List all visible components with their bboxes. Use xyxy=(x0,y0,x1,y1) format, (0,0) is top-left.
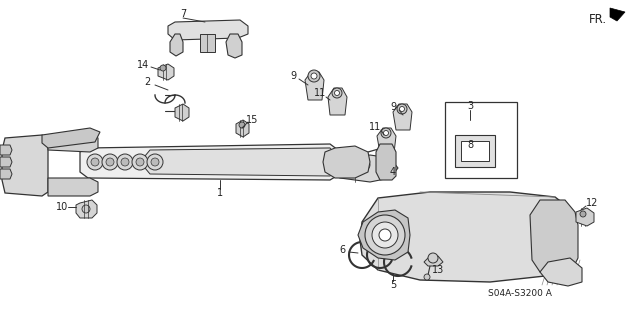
Text: 6: 6 xyxy=(339,245,345,255)
Polygon shape xyxy=(377,128,396,153)
Text: 5: 5 xyxy=(390,280,396,290)
Circle shape xyxy=(132,154,148,170)
Polygon shape xyxy=(42,128,100,148)
Polygon shape xyxy=(236,120,249,137)
Polygon shape xyxy=(305,72,324,100)
Circle shape xyxy=(379,229,391,241)
Polygon shape xyxy=(360,192,574,282)
Polygon shape xyxy=(145,148,335,176)
Text: 8: 8 xyxy=(467,140,473,150)
Bar xyxy=(445,102,517,178)
Polygon shape xyxy=(0,157,12,167)
Text: 11: 11 xyxy=(369,122,381,132)
Circle shape xyxy=(428,253,438,263)
Polygon shape xyxy=(48,132,98,152)
Circle shape xyxy=(151,158,159,166)
Polygon shape xyxy=(328,88,347,115)
Polygon shape xyxy=(326,155,398,182)
Polygon shape xyxy=(424,256,443,266)
Circle shape xyxy=(381,128,391,138)
Polygon shape xyxy=(76,200,97,218)
Polygon shape xyxy=(168,20,248,40)
Polygon shape xyxy=(226,34,242,58)
Circle shape xyxy=(308,70,320,82)
Text: 7: 7 xyxy=(180,9,186,19)
Text: S04A-S3200 A: S04A-S3200 A xyxy=(488,288,552,298)
Text: 15: 15 xyxy=(246,115,258,125)
Circle shape xyxy=(106,158,114,166)
Circle shape xyxy=(335,91,339,95)
Polygon shape xyxy=(158,64,174,80)
Polygon shape xyxy=(323,146,370,178)
Polygon shape xyxy=(0,145,12,155)
Polygon shape xyxy=(2,135,48,196)
Text: 14: 14 xyxy=(137,60,149,70)
Polygon shape xyxy=(48,178,98,196)
Circle shape xyxy=(360,160,370,170)
Text: 1: 1 xyxy=(217,188,223,198)
Text: 11: 11 xyxy=(314,88,326,98)
Bar xyxy=(461,141,489,161)
Polygon shape xyxy=(170,34,183,56)
Circle shape xyxy=(121,158,129,166)
Text: 2: 2 xyxy=(144,77,150,87)
Text: 3: 3 xyxy=(467,101,473,111)
Text: FR.: FR. xyxy=(589,13,607,26)
Circle shape xyxy=(397,104,407,114)
Polygon shape xyxy=(80,144,340,180)
Text: 12: 12 xyxy=(586,198,598,208)
Polygon shape xyxy=(200,34,215,52)
Polygon shape xyxy=(0,169,12,179)
Circle shape xyxy=(383,130,388,136)
Polygon shape xyxy=(376,144,396,180)
Circle shape xyxy=(117,154,133,170)
Circle shape xyxy=(239,122,245,128)
Circle shape xyxy=(311,73,317,79)
Circle shape xyxy=(147,154,163,170)
Circle shape xyxy=(136,158,144,166)
Circle shape xyxy=(102,154,118,170)
Circle shape xyxy=(160,65,166,71)
Polygon shape xyxy=(358,210,410,260)
Polygon shape xyxy=(175,104,189,121)
Circle shape xyxy=(399,107,404,112)
Circle shape xyxy=(424,274,430,280)
Text: 4: 4 xyxy=(390,167,396,177)
Circle shape xyxy=(87,154,103,170)
Circle shape xyxy=(332,88,342,98)
Circle shape xyxy=(372,222,398,248)
Circle shape xyxy=(82,205,90,213)
Text: 9: 9 xyxy=(290,71,296,81)
Polygon shape xyxy=(576,208,594,226)
Text: 9: 9 xyxy=(390,102,396,112)
Circle shape xyxy=(91,158,99,166)
Circle shape xyxy=(365,215,405,255)
Polygon shape xyxy=(540,258,582,286)
Text: 13: 13 xyxy=(432,265,444,275)
Circle shape xyxy=(580,211,586,217)
Polygon shape xyxy=(610,8,625,21)
Bar xyxy=(455,135,495,167)
Circle shape xyxy=(381,157,391,167)
Text: 10: 10 xyxy=(56,202,68,212)
Polygon shape xyxy=(393,104,412,130)
Polygon shape xyxy=(530,200,578,275)
